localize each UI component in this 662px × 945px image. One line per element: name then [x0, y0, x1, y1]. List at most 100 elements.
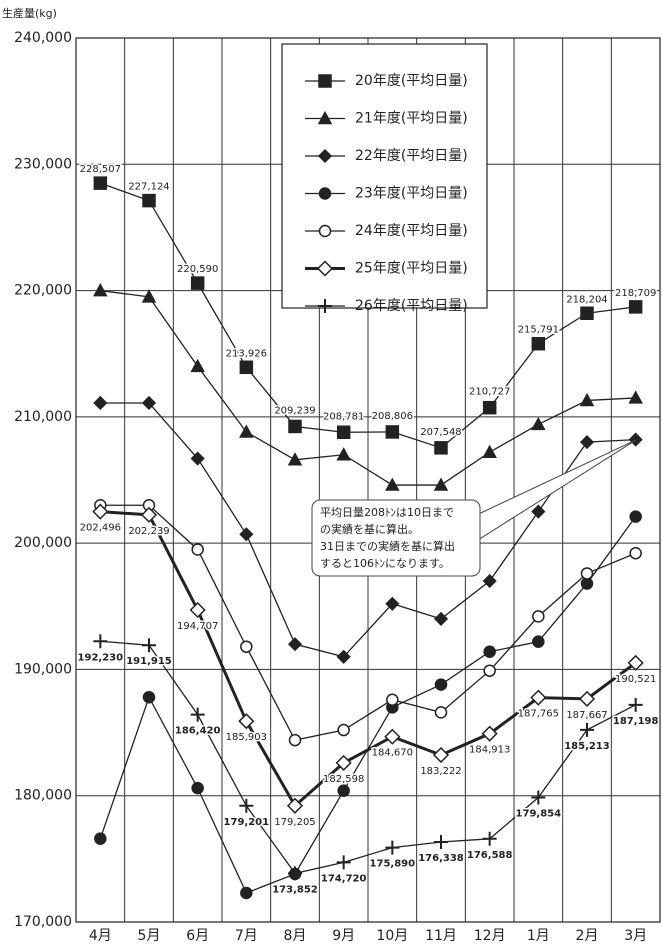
data-point [579, 435, 595, 450]
x-tick-label: 12月 [474, 928, 506, 944]
data-point [189, 601, 206, 619]
data-label: 179,201 [224, 817, 270, 828]
data-point [580, 722, 594, 737]
legend-marker [317, 148, 333, 164]
data-point [287, 637, 303, 652]
annotation-line: すると106ﾄﾝになります。 [320, 557, 450, 570]
series-line [100, 504, 636, 741]
data-label: 182,598 [323, 774, 364, 785]
data-label: 175,890 [370, 859, 416, 870]
x-tick-label: 2月 [576, 928, 599, 944]
data-label: 173,852 [272, 884, 318, 895]
data-point [190, 358, 205, 373]
data-label: 179,205 [274, 817, 315, 828]
data-point [629, 510, 642, 523]
data-point [142, 638, 156, 653]
data-point [482, 831, 497, 846]
data-point [385, 477, 400, 491]
x-tick-label: 7月 [235, 928, 258, 944]
data-point [531, 336, 546, 351]
legend-marker [316, 260, 334, 277]
data-point [239, 527, 254, 542]
data-label: 183,222 [420, 766, 461, 777]
data-point [628, 432, 643, 447]
data-point [288, 866, 302, 881]
data-point [531, 790, 546, 805]
data-point [191, 543, 204, 556]
data-label: 228,507 [80, 164, 121, 175]
data-point [93, 634, 108, 649]
data-label: 207,548 [420, 427, 461, 438]
x-tick-label: 4月 [89, 928, 112, 944]
x-tick-label: 5月 [138, 928, 161, 944]
data-point [335, 754, 352, 771]
y-axis-label: 生産量(kg) [2, 6, 57, 20]
data-point [627, 654, 644, 671]
data-label: 215,791 [518, 325, 559, 336]
annotation-line: 31日までの実績を基に算出 [320, 539, 455, 553]
data-point [93, 283, 108, 297]
data-label: 202,239 [128, 526, 169, 537]
y-tick-label: 180,000 [14, 788, 72, 804]
data-point [434, 834, 448, 849]
x-tick-label: 9月 [332, 928, 355, 944]
data-point [481, 725, 498, 742]
data-label: 213,926 [226, 348, 267, 359]
data-label: 209,239 [274, 405, 315, 416]
data-label: 184,670 [372, 748, 413, 759]
data-point [240, 886, 253, 900]
legend-label: 25年度(平均日量) [355, 261, 468, 277]
data-point [337, 723, 350, 737]
legend-marker [318, 224, 332, 238]
data-point [336, 649, 351, 664]
data-point [239, 360, 254, 375]
data-label: 210,727 [469, 387, 510, 398]
data-label: 208,781 [323, 411, 364, 422]
data-label: 186,420 [175, 726, 221, 737]
legend-label: 24年度(平均日量) [355, 223, 468, 239]
data-label: 208,806 [372, 411, 413, 422]
data-point [531, 504, 546, 519]
data-point [93, 176, 108, 190]
legend-marker [317, 110, 333, 125]
data-point [434, 706, 448, 719]
data-point [386, 693, 399, 706]
legend-label: 20年度(平均日量) [355, 73, 468, 89]
data-point [532, 610, 545, 623]
data-point [94, 832, 107, 845]
data-point [580, 567, 594, 580]
data-label: 187,198 [613, 716, 659, 727]
data-point [190, 451, 205, 466]
data-point [628, 697, 643, 712]
series-line [100, 289, 636, 486]
legend-marker [318, 299, 332, 313]
data-label: 184,913 [469, 745, 510, 756]
data-point [385, 596, 400, 611]
legend-label: 26年度(平均日量) [355, 298, 468, 314]
data-point [191, 781, 204, 795]
data-point [483, 664, 496, 677]
data-label: 176,588 [467, 850, 513, 861]
data-point [288, 733, 302, 747]
series-line [100, 510, 637, 809]
legend-box [281, 43, 488, 309]
data-point [531, 416, 546, 431]
data-point [434, 441, 448, 455]
data-point [336, 855, 351, 870]
legend-marker [318, 187, 332, 200]
data-point [240, 640, 253, 653]
data-point [482, 573, 497, 589]
plot-frame [75, 37, 661, 923]
data-point [141, 289, 157, 303]
data-point [580, 306, 594, 321]
data-point [239, 798, 254, 813]
data-point [336, 425, 351, 440]
data-point [434, 678, 448, 691]
data-point [142, 193, 156, 208]
data-point [530, 689, 547, 706]
data-point [628, 300, 643, 314]
data-label: 176,338 [418, 853, 464, 864]
data-label: 218,204 [566, 294, 607, 305]
data-label: 192,230 [78, 652, 124, 663]
